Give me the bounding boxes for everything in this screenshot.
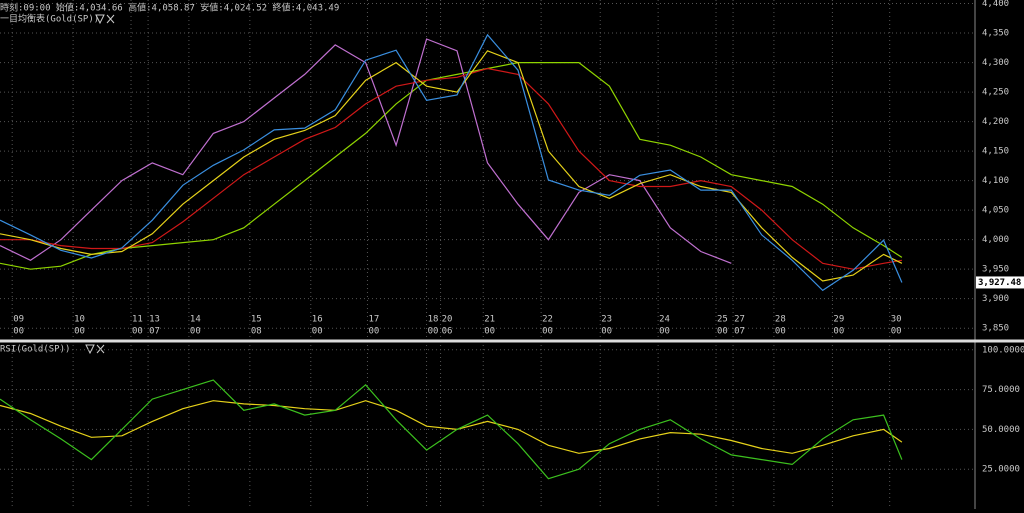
- x-tick-label: 22: [542, 315, 553, 325]
- y-tick-label: 4,050: [982, 206, 1009, 216]
- x-tick-label: 30: [891, 315, 902, 325]
- y-tick-label: 3,900: [982, 294, 1009, 304]
- x-tick-label: 27: [734, 315, 745, 325]
- x-tick-sublabel: 00: [132, 327, 143, 337]
- x-tick-label: 29: [833, 315, 844, 325]
- y-tick-label: 3,850: [982, 324, 1009, 334]
- last-price-box: [976, 276, 1024, 289]
- rsi-controls[interactable]: [85, 344, 105, 355]
- y-tick-label: 50.0000: [982, 425, 1020, 435]
- x-tick-sublabel: 00: [13, 327, 24, 337]
- x-tick-label: 15: [251, 315, 262, 325]
- ohlc-header: 時刻:09:00 始値:4,034.66 高値:4,058.87 安値:4,02…: [0, 2, 339, 14]
- x-tick-label: 09: [13, 315, 24, 325]
- indicator-controls[interactable]: [95, 14, 115, 25]
- y-tick-label: 4,000: [982, 235, 1009, 245]
- series-line: [0, 67, 902, 270]
- x-tick-sublabel: 07: [734, 327, 745, 337]
- x-tick-sublabel: 00: [542, 327, 553, 337]
- y-tick-label: 4,350: [982, 29, 1009, 39]
- x-tick-label: 28: [775, 315, 786, 325]
- x-tick-sublabel: 00: [74, 327, 85, 337]
- y-tick-label: 25.0000: [982, 465, 1020, 475]
- x-tick-sublabel: 00: [601, 327, 612, 337]
- series-line: [0, 38, 732, 264]
- y-tick-label: 4,250: [982, 88, 1009, 98]
- x-tick-label: 24: [659, 315, 670, 325]
- x-tick-label: 18: [428, 315, 439, 325]
- x-tick-label: 17: [368, 315, 379, 325]
- x-tick-sublabel: 00: [484, 327, 495, 337]
- x-tick-label: 13: [149, 315, 160, 325]
- x-tick-sublabel: 00: [891, 327, 902, 337]
- last-price-label: 3,927.48: [978, 278, 1021, 288]
- x-tick-sublabel: 00: [717, 327, 728, 337]
- x-tick-label: 20: [442, 315, 453, 325]
- y-tick-label: 4,400: [982, 0, 1009, 9]
- series-line: [0, 379, 903, 480]
- rsi-title: RSI(Gold(SP)): [0, 345, 70, 355]
- series-line: [0, 33, 903, 292]
- x-tick-label: 14: [190, 315, 201, 325]
- x-tick-sublabel: 00: [368, 327, 379, 337]
- x-tick-sublabel: 07: [149, 327, 160, 337]
- x-tick-sublabel: 00: [190, 327, 201, 337]
- x-tick-sublabel: 00: [659, 327, 670, 337]
- x-tick-label: 11: [132, 315, 143, 325]
- x-tick-label: 21: [484, 315, 495, 325]
- x-tick-sublabel: 08: [251, 327, 262, 337]
- indicator-title: 一目均衡表(Gold(SP)): [0, 13, 99, 25]
- y-tick-label: 4,150: [982, 147, 1009, 157]
- series-line: [0, 50, 903, 282]
- x-tick-label: 25: [717, 315, 728, 325]
- x-tick-label: 10: [74, 315, 85, 325]
- x-tick-sublabel: 00: [428, 327, 439, 337]
- y-tick-label: 4,200: [982, 117, 1009, 127]
- x-tick-sublabel: 00: [775, 327, 786, 337]
- y-tick-label: 3,950: [982, 265, 1009, 275]
- y-tick-label: 75.0000: [982, 385, 1020, 395]
- x-tick-sublabel: 00: [833, 327, 844, 337]
- x-tick-sublabel: 00: [312, 327, 323, 337]
- x-tick-sublabel: 06: [442, 327, 453, 337]
- x-tick-label: 23: [601, 315, 612, 325]
- y-tick-label: 4,100: [982, 176, 1009, 186]
- y-tick-label: 100.0000: [982, 345, 1024, 355]
- y-tick-label: 4,300: [982, 58, 1009, 68]
- series-line: [0, 62, 903, 270]
- x-tick-label: 16: [312, 315, 323, 325]
